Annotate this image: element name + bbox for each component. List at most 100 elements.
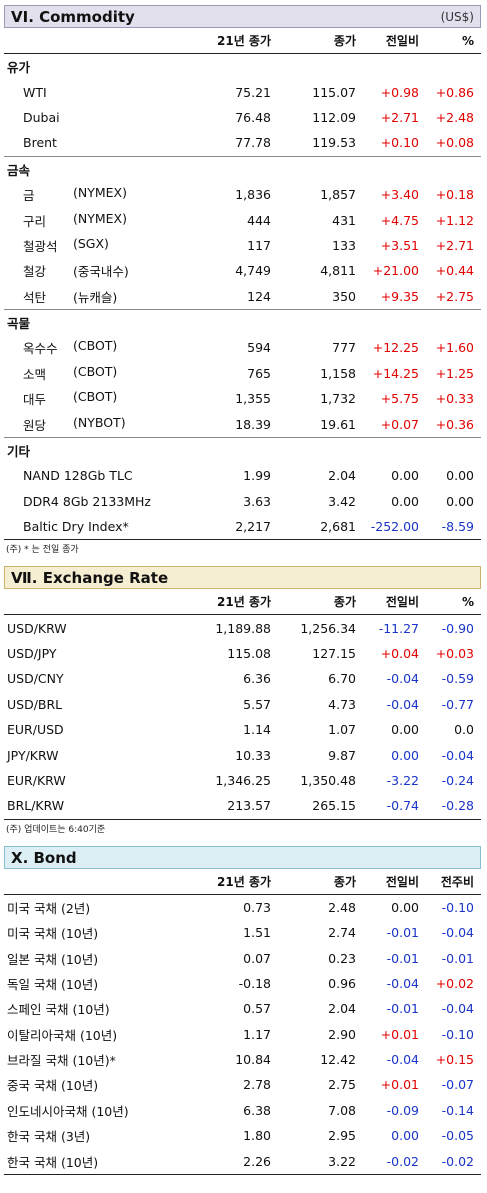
table-row: 미국 국채 (2년) 0.73 2.48 0.00 -0.10 bbox=[4, 895, 481, 920]
percent-value: -0.04 bbox=[441, 1001, 474, 1017]
commodity-table-body: 유가 WTI 75.21 115.07 +0.98 +0.86 Dubai 76.48 112.… bbox=[4, 54, 481, 539]
row-label-cell: JPY/KRW bbox=[4, 748, 186, 763]
table-row: USD/JPY 115.08 127.15 +0.04 +0.03 bbox=[4, 641, 481, 666]
close-value: 1.07 bbox=[328, 722, 356, 738]
item-name: USD/JPY bbox=[7, 646, 57, 661]
group-name: 금속 bbox=[7, 162, 31, 178]
close-value: 0.23 bbox=[328, 950, 356, 966]
table-row: 철강 (중국내수) 4,749 4,811 +21.00 +0.44 bbox=[4, 258, 481, 283]
change-value: -0.09 bbox=[386, 1102, 419, 1118]
percent-value: +1.12 bbox=[435, 212, 474, 228]
close-value: 6.70 bbox=[328, 671, 356, 687]
item-name: 이탈리아국채 (10년) bbox=[7, 1027, 118, 1043]
item-name: 소맥 bbox=[23, 366, 47, 382]
change-value: -0.04 bbox=[386, 671, 419, 687]
commodity-table-bottom-rule bbox=[4, 539, 481, 541]
change-value: -0.74 bbox=[386, 798, 419, 814]
percent-value: -0.59 bbox=[441, 671, 474, 687]
change-value: +14.25 bbox=[372, 365, 419, 381]
change-value: 0.00 bbox=[391, 493, 419, 509]
change-value: 0.00 bbox=[391, 1128, 419, 1144]
row-label-cell: 스페인 국채 (10년) bbox=[4, 999, 186, 1018]
percent-value: +0.44 bbox=[435, 263, 474, 279]
item-name: 한국 국채 (3년) bbox=[7, 1129, 91, 1145]
percent-value: +1.60 bbox=[435, 340, 474, 356]
row-label-cell: 철광석 (SGX) bbox=[4, 236, 186, 255]
item-name: Baltic Dry Index* bbox=[23, 519, 129, 535]
item-name: USD/KRW bbox=[7, 620, 67, 636]
close-value: 1,857 bbox=[320, 187, 356, 203]
col-close: 종가 bbox=[333, 874, 356, 889]
bond-title: X. Bond bbox=[11, 848, 77, 867]
commodity-column-header: 21년 종가 종가 전일비 % bbox=[4, 28, 481, 54]
close-value: 777 bbox=[332, 340, 356, 356]
change-value: 0.00 bbox=[391, 747, 419, 763]
change-value: +0.10 bbox=[380, 135, 419, 151]
close-value: 2,681 bbox=[320, 519, 356, 535]
exchange-column-header: 21년 종가 종가 전일비 % bbox=[4, 589, 481, 616]
commodity-title: VI. Commodity bbox=[11, 8, 135, 26]
percent-value: +2.75 bbox=[435, 288, 474, 304]
close-value: 2.90 bbox=[328, 1026, 356, 1042]
prev-year-close-value: 3.63 bbox=[243, 493, 271, 509]
row-label-cell: 한국 국채 (10년) bbox=[4, 1152, 186, 1171]
percent-value: +0.15 bbox=[435, 1052, 474, 1068]
close-value: 3.42 bbox=[328, 493, 356, 509]
item-name: WTI bbox=[23, 84, 47, 100]
prev-year-close-value: 2.26 bbox=[243, 1153, 271, 1169]
percent-value: 0.0 bbox=[454, 722, 474, 738]
col-weekly-change: 전주비 bbox=[440, 874, 474, 889]
prev-year-close-value: 1.17 bbox=[243, 1026, 271, 1042]
percent-value: -0.24 bbox=[441, 772, 474, 788]
row-label-cell: DDR4 8Gb 2133MHz bbox=[4, 494, 186, 509]
close-value: 2.75 bbox=[328, 1077, 356, 1093]
col-prev-year-close: 21년 종가 bbox=[217, 34, 271, 48]
prev-year-close-value: 0.07 bbox=[243, 950, 271, 966]
change-value: -0.01 bbox=[386, 925, 419, 941]
table-row: DDR4 8Gb 2133MHz 3.63 3.42 0.00 0.00 bbox=[4, 489, 481, 514]
change-value: 0.00 bbox=[391, 899, 419, 915]
item-name: 일본 국채 (10년) bbox=[7, 951, 99, 967]
percent-value: -0.07 bbox=[441, 1077, 474, 1093]
percent-value: +0.03 bbox=[435, 646, 474, 661]
percent-value: -0.01 bbox=[441, 950, 474, 966]
item-name: 한국 국채 (10년) bbox=[7, 1154, 99, 1170]
row-label-cell: 인도네시아국채 (10년) bbox=[4, 1101, 186, 1120]
change-value: -0.01 bbox=[386, 1001, 419, 1017]
item-exchange: (NYMEX) bbox=[73, 210, 127, 226]
close-value: 1,158 bbox=[320, 365, 356, 381]
prev-year-close-value: 10.33 bbox=[235, 747, 271, 763]
percent-value: +0.18 bbox=[435, 187, 474, 203]
prev-year-close-value: -0.18 bbox=[238, 975, 271, 991]
table-row: 구리 (NYMEX) 444 431 +4.75 +1.12 bbox=[4, 207, 481, 232]
close-value: 350 bbox=[332, 288, 356, 304]
prev-year-close-value: 1,355 bbox=[235, 391, 271, 407]
prev-year-close-value: 213.57 bbox=[227, 798, 271, 814]
group-name: 유가 bbox=[7, 60, 31, 76]
item-name: 금 bbox=[23, 188, 35, 204]
prev-year-close-value: 124 bbox=[247, 288, 271, 304]
prev-year-close-value: 1.14 bbox=[243, 722, 271, 738]
table-row: 대두 (CBOT) 1,355 1,732 +5.75 +0.33 bbox=[4, 386, 481, 411]
table-row: 금 (NYMEX) 1,836 1,857 +3.40 +0.18 bbox=[4, 182, 481, 207]
item-name: DDR4 8Gb 2133MHz bbox=[23, 493, 151, 509]
change-value: +5.75 bbox=[380, 391, 419, 407]
change-value: -0.01 bbox=[386, 950, 419, 966]
prev-year-close-value: 1.51 bbox=[243, 925, 271, 941]
prev-year-close-value: 2.78 bbox=[243, 1077, 271, 1093]
row-label-cell: 중국 국채 (10년) bbox=[4, 1075, 186, 1094]
col-prev-year-close: 21년 종가 bbox=[217, 874, 271, 889]
prev-year-close-value: 1,836 bbox=[235, 187, 271, 203]
percent-value: 0.00 bbox=[446, 493, 474, 509]
item-name: Dubai bbox=[23, 109, 60, 125]
row-label-cell: 석탄 (뉴캐슬) bbox=[4, 287, 186, 306]
prev-year-close-value: 10.84 bbox=[235, 1052, 271, 1068]
prev-year-close-value: 117 bbox=[247, 237, 271, 253]
exchange-section-header: Ⅶ. Exchange Rate bbox=[4, 566, 481, 590]
close-value: 2.04 bbox=[328, 468, 356, 484]
row-label-cell: USD/BRL bbox=[4, 697, 186, 712]
col-prev-year-close: 21년 종가 bbox=[217, 595, 271, 610]
item-exchange: (NYBOT) bbox=[73, 414, 126, 430]
change-value: +3.51 bbox=[380, 237, 419, 253]
item-name: EUR/KRW bbox=[7, 772, 66, 788]
